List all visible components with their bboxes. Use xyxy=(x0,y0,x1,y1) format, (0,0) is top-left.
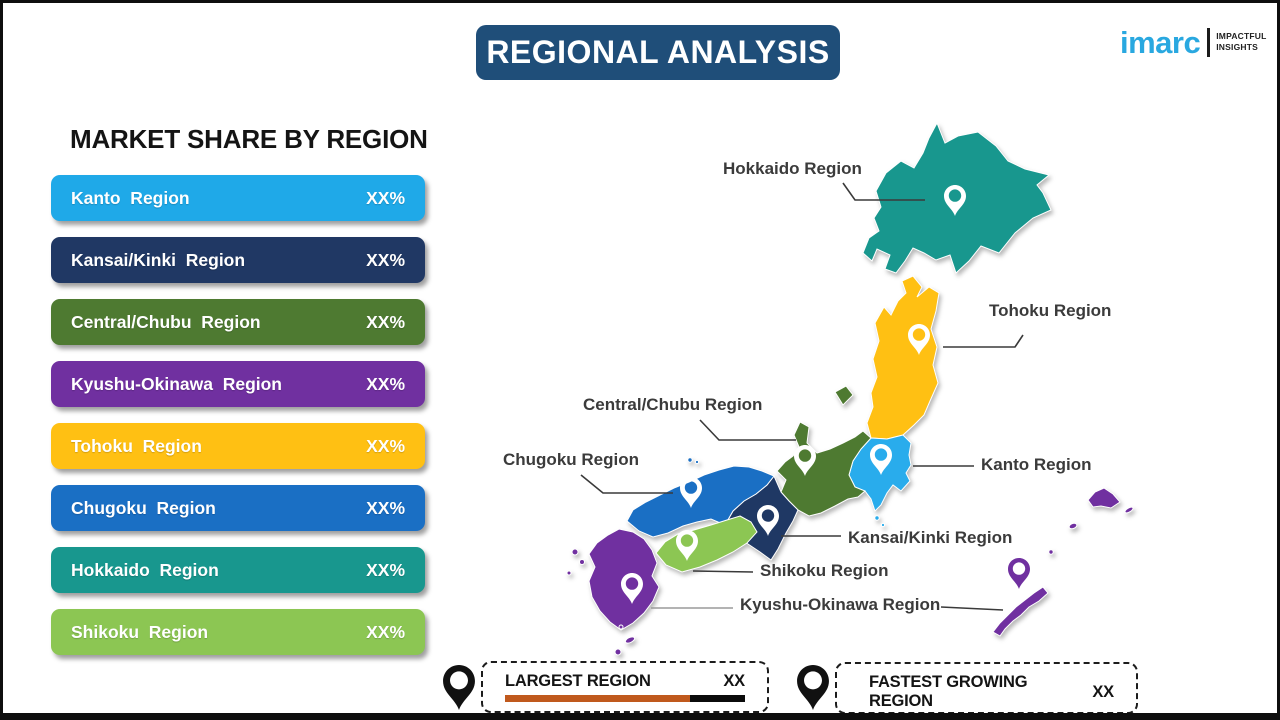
map-label-kansai: Kansai/Kinki Region xyxy=(848,528,1013,547)
bar-value: XX% xyxy=(366,435,405,456)
market-share-bar-hokkaido: Hokkaido Region XX% xyxy=(51,547,425,593)
bar-value: XX% xyxy=(366,373,405,394)
bar-label: Hokkaido Region xyxy=(71,559,219,580)
legend-fastest-bar xyxy=(869,715,1114,720)
legend-largest-label: LARGEST REGION xyxy=(505,672,651,690)
bar-value: XX% xyxy=(366,187,405,208)
map-region-tohoku xyxy=(866,275,940,440)
map-label-kyushu-okinawa: Kyushu-Okinawa Region xyxy=(740,595,941,614)
imarc-logo: imarc IMPACTFUL INSIGHTS xyxy=(1120,27,1267,58)
map-label-kanto: Kanto Region xyxy=(981,455,1092,474)
bar-value: XX% xyxy=(366,559,405,580)
market-share-bar-kyushu-okinawa: Kyushu-Okinawa Region XX% xyxy=(51,361,425,407)
market-share-list: Kanto Region XX% Kansai/Kinki Region XX%… xyxy=(51,175,425,655)
page-title: REGIONAL ANALYSIS xyxy=(476,25,840,80)
legend-fastest-label: FASTEST GROWING REGION xyxy=(869,673,1028,710)
market-share-bar-tohoku: Tohoku Region XX% xyxy=(51,423,425,469)
map-region-hokkaido xyxy=(862,121,1052,274)
legend-largest-pin-icon xyxy=(443,665,475,710)
map-label-central-chubu: Central/Chubu Region xyxy=(583,395,763,414)
logo-tagline-line1: IMPACTFUL xyxy=(1216,31,1267,41)
japan-map xyxy=(443,121,1134,710)
legend-largest-bar-fill xyxy=(505,695,690,702)
bar-value: XX% xyxy=(366,249,405,270)
imarc-logo-wordmark: imarc xyxy=(1120,25,1201,60)
logo-divider xyxy=(1207,28,1211,57)
market-share-bar-kansai: Kansai/Kinki Region XX% xyxy=(51,237,425,283)
market-share-bar-kanto: Kanto Region XX% xyxy=(51,175,425,221)
logo-tagline: IMPACTFUL INSIGHTS xyxy=(1216,31,1266,52)
logo-tagline-line2: INSIGHTS xyxy=(1216,41,1258,52)
legend-largest-region: LARGEST REGION XX xyxy=(481,661,769,713)
pin-okinawa-icon xyxy=(1008,558,1030,589)
map-region-chugoku xyxy=(626,457,775,538)
map-label-shikoku: Shikoku Region xyxy=(760,561,889,580)
map-region-shikoku xyxy=(655,515,758,573)
leader-shikoku xyxy=(692,570,754,573)
legend-fastest-bar-fill xyxy=(869,715,1023,720)
page-title-text: REGIONAL ANALYSIS xyxy=(486,34,830,70)
market-share-bar-chugoku: Chugoku Region XX% xyxy=(51,485,425,531)
map-label-chugoku: Chugoku Region xyxy=(503,450,639,469)
map-label-tohoku: Tohoku Region xyxy=(989,301,1112,320)
bar-label: Kansai/Kinki Region xyxy=(71,249,246,270)
bar-label: Tohoku Region xyxy=(71,435,202,456)
leader-kyushu-right xyxy=(940,606,1004,611)
bar-value: XX% xyxy=(366,311,405,332)
bar-label: Central/Chubu Region xyxy=(71,311,261,332)
leader-tohoku xyxy=(943,334,1024,348)
map-label-hokkaido: Hokkaido Region xyxy=(723,159,862,178)
market-share-bar-shikoku: Shikoku Region XX% xyxy=(51,609,425,655)
legend-largest-bar xyxy=(505,695,745,702)
bar-value: XX% xyxy=(366,621,405,642)
legend-fastest-value: XX xyxy=(1092,682,1114,701)
legend-fastest-pin-icon xyxy=(797,665,829,710)
bar-label: Kanto Region xyxy=(71,187,190,208)
bar-value: XX% xyxy=(366,497,405,518)
leader-hokkaido xyxy=(842,182,925,201)
market-share-bar-central-chubu: Central/Chubu Region XX% xyxy=(51,299,425,345)
leader-central-chubu xyxy=(699,419,796,441)
legend-fastest-growing-region: FASTEST GROWING REGION XX xyxy=(835,662,1138,713)
legend-largest-value: XX xyxy=(723,672,745,690)
map-region-chubu xyxy=(776,385,872,517)
bar-label: Shikoku Region xyxy=(71,621,209,642)
bar-label: Chugoku Region xyxy=(71,497,216,518)
leader-lines xyxy=(580,182,1024,611)
market-share-heading: MARKET SHARE BY REGION xyxy=(70,124,428,154)
leader-chugoku xyxy=(580,474,673,494)
bar-label: Kyushu-Okinawa Region xyxy=(71,373,282,394)
